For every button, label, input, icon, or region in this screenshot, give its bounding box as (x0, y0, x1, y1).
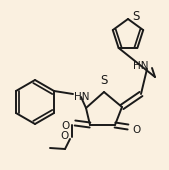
Text: O: O (62, 121, 70, 131)
Text: S: S (132, 11, 139, 23)
Text: O: O (132, 125, 140, 135)
Text: HN: HN (74, 92, 90, 102)
Text: HN: HN (132, 61, 148, 71)
Text: O: O (61, 131, 69, 141)
Text: S: S (100, 74, 108, 87)
